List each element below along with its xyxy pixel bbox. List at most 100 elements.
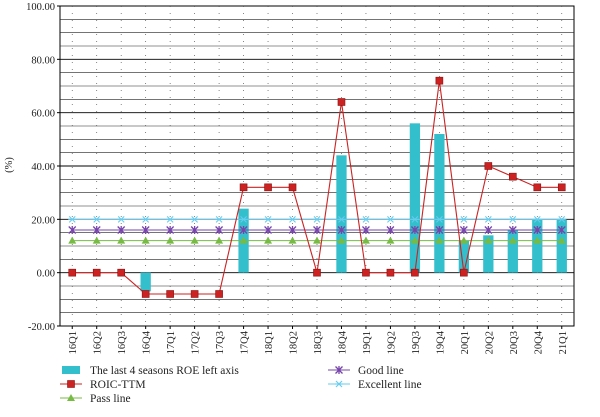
y-tick-label: 80.00 (31, 55, 55, 66)
data-point (239, 236, 248, 244)
x-tick-label: 19Q1 (362, 331, 373, 354)
bar (140, 272, 151, 292)
data-point (190, 215, 199, 223)
data-point (141, 236, 150, 244)
legend-swatch (328, 366, 350, 374)
data-point (533, 215, 542, 223)
legend-label: ROIC-TTM (90, 379, 146, 391)
data-point (459, 215, 468, 223)
data-point (141, 290, 150, 298)
data-point (117, 226, 126, 234)
data-point (215, 236, 224, 244)
data-point (410, 226, 419, 234)
data-point (533, 183, 542, 192)
legend-label: Good line (358, 365, 404, 377)
bar (336, 155, 347, 273)
y-tick-label: 60.00 (31, 109, 55, 120)
y-tick-label: -20.00 (28, 322, 55, 333)
data-point (117, 236, 126, 244)
data-point (435, 215, 444, 223)
data-point (166, 290, 174, 298)
data-point (190, 290, 199, 298)
data-point (68, 226, 77, 234)
data-point (92, 226, 101, 234)
data-point (288, 226, 297, 234)
data-point (141, 226, 150, 234)
x-tick-label: 19Q4 (435, 330, 446, 354)
data-point (411, 268, 419, 277)
data-point (410, 236, 419, 244)
axes: 100.00 80.00 60.00 40.00 20.00 0.00 -20.00 16Q1… (26, 2, 569, 354)
data-point (508, 215, 517, 223)
data-point (92, 268, 101, 277)
x-tick-label: 19Q2 (386, 331, 397, 354)
x-tick-label: 16Q4 (142, 330, 153, 354)
data-point (484, 236, 493, 244)
data-point (508, 226, 517, 234)
x-tick-label: 16Q1 (68, 331, 79, 354)
y-tick-label: 40.00 (31, 162, 55, 173)
data-point (190, 226, 199, 234)
data-point (557, 215, 566, 223)
legend-swatch (328, 380, 350, 388)
data-point (435, 226, 444, 234)
data-point (460, 268, 468, 277)
data-point (313, 236, 321, 244)
data-point (313, 226, 321, 234)
x-tick-label: 17Q3 (215, 331, 226, 354)
data-point (386, 226, 395, 234)
data-point (386, 268, 395, 277)
data-point (484, 215, 493, 223)
data-point (92, 236, 101, 244)
data-point (166, 226, 175, 234)
data-point (215, 226, 224, 234)
data-point (533, 226, 542, 234)
x-tick-label: 19Q3 (411, 331, 422, 354)
data-point (410, 215, 419, 223)
data-point (288, 236, 297, 244)
x-tick-label: 20Q2 (484, 331, 495, 354)
x-tick-label: 18Q4 (337, 330, 348, 354)
data-point (557, 183, 566, 192)
data-point (215, 290, 223, 298)
legend-swatch (62, 366, 80, 374)
data-point (533, 236, 542, 244)
data-point (117, 268, 125, 277)
data-point (484, 162, 493, 170)
data-point (239, 226, 248, 234)
x-tick-label: 18Q3 (313, 331, 324, 354)
x-tick-label: 16Q2 (93, 331, 104, 354)
data-point (264, 215, 273, 223)
data-point (337, 215, 346, 223)
line-series (68, 76, 566, 298)
bar (507, 230, 518, 273)
x-tick-label: 20Q1 (460, 331, 471, 354)
data-point (435, 236, 444, 244)
bar (556, 219, 567, 273)
data-point (337, 226, 346, 234)
y-tick-label: 20.00 (31, 215, 55, 226)
legend-label: Excellent line (358, 379, 422, 391)
data-point (459, 226, 468, 234)
data-point (68, 268, 77, 277)
bar (458, 240, 469, 273)
x-tick-label: 16Q3 (117, 331, 128, 354)
y-axis-label: (%) (4, 157, 15, 173)
data-point (361, 226, 370, 234)
data-point (239, 215, 248, 223)
data-point (166, 215, 175, 223)
data-point (508, 236, 517, 244)
data-point (264, 183, 272, 192)
bar (409, 123, 421, 273)
y-tick-label: 0.00 (37, 269, 55, 280)
data-point (117, 215, 126, 223)
grid (59, 5, 575, 327)
x-tick-label: 17Q1 (166, 331, 177, 354)
data-point (264, 236, 273, 244)
data-point (190, 236, 199, 244)
x-tick-label: 17Q4 (240, 330, 251, 354)
data-point (239, 183, 248, 192)
data-point (215, 215, 224, 223)
data-point (166, 236, 175, 244)
